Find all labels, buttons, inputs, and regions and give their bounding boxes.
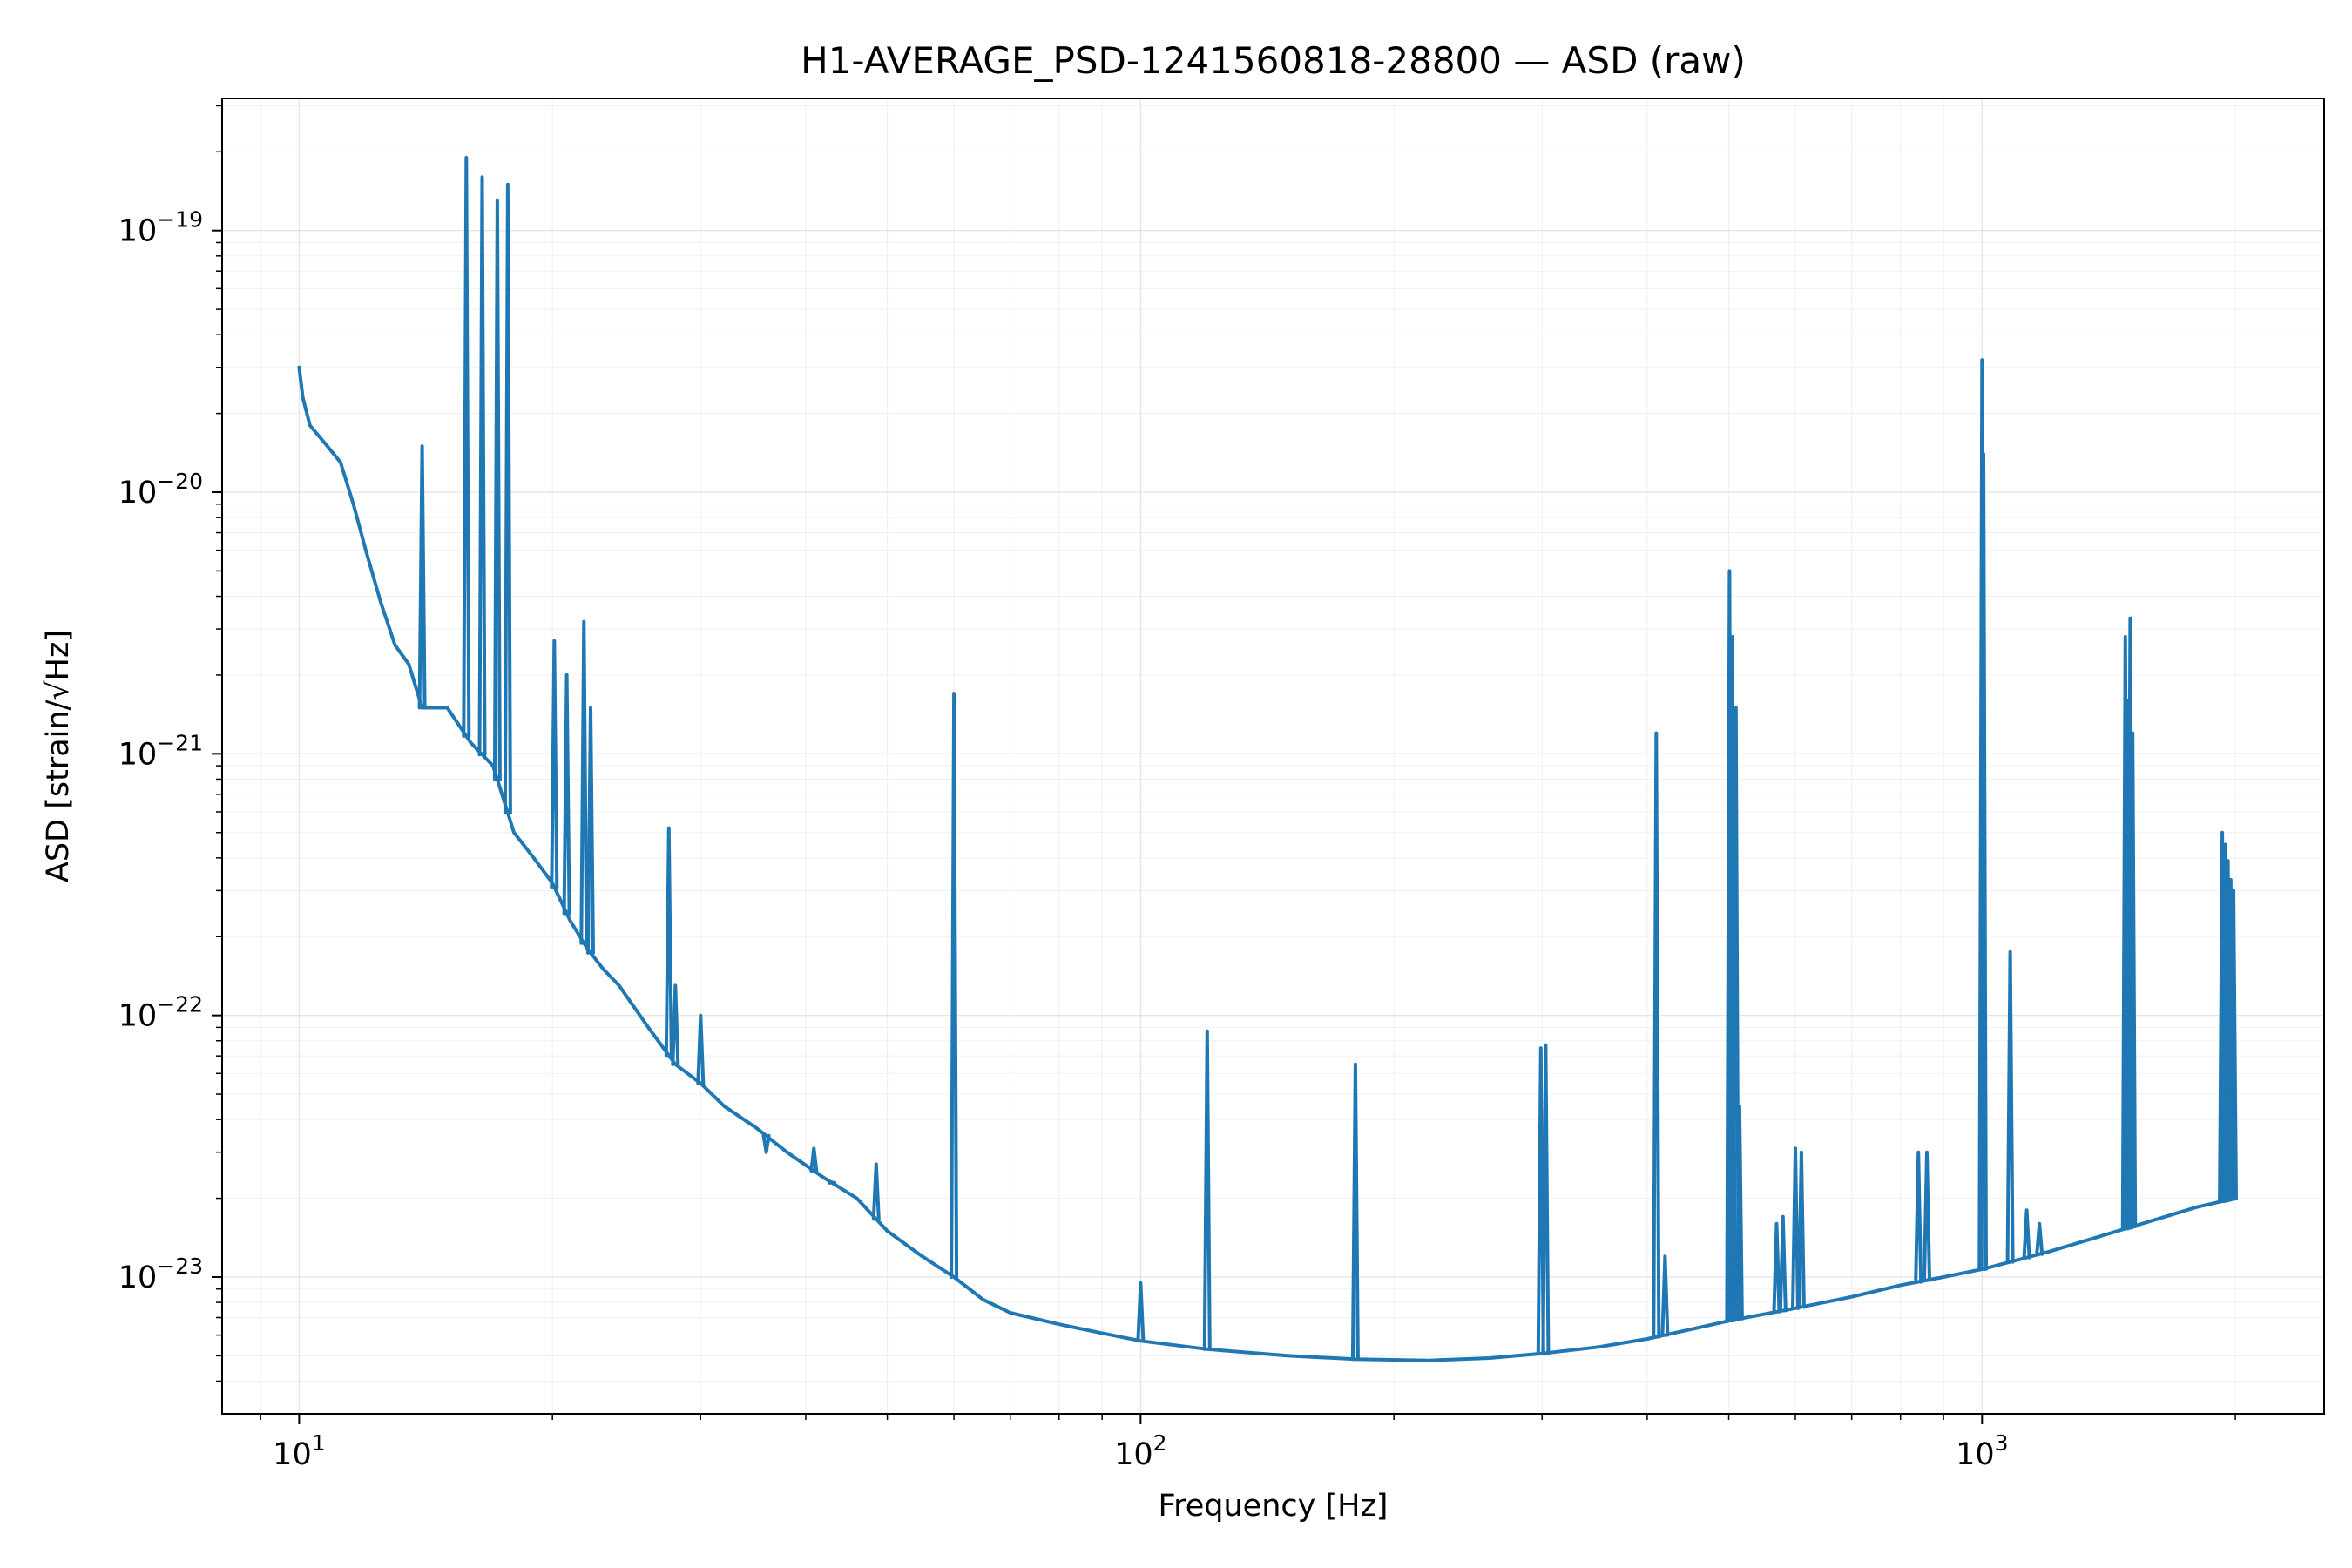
- asd-spectral-line: [828, 1180, 837, 1185]
- y-axis-label: ASD [strain/√Hz]: [41, 630, 76, 882]
- asd-spectral-line: [1202, 1029, 1212, 1351]
- asd-spectral-line: [1772, 1221, 1781, 1314]
- asd-spectral-line: [1136, 1281, 1146, 1343]
- y-tick-label: 10−20: [118, 469, 203, 510]
- asd-spectral-line: [503, 182, 512, 815]
- y-tick-label: 10−19: [118, 207, 203, 249]
- asd-spectral-line: [1652, 731, 1661, 1339]
- asd-spectral-line: [462, 156, 471, 738]
- asd-spectral-line: [1734, 1104, 1744, 1321]
- asd-spectral-line: [1541, 1043, 1551, 1355]
- asd-spectral-line: [1914, 1150, 1923, 1284]
- grid-lines: [222, 98, 2324, 1414]
- asd-spectral-line: [562, 672, 571, 916]
- asd-spectral-line: [1923, 1150, 1931, 1282]
- y-tick-label: 10−21: [118, 730, 203, 772]
- y-tick-label: 10−22: [118, 992, 203, 1034]
- asd-spectral-line: [696, 1013, 706, 1085]
- asd-spectral-line: [579, 619, 589, 945]
- x-tick-label: 103: [1956, 1430, 2008, 1472]
- asd-spectral-line: [586, 706, 595, 955]
- axis-ticks: 101 102 103 10−23 10−22 10−21 10−20 10−19: [118, 105, 2236, 1472]
- asd-spectral-line: [2022, 1208, 2031, 1260]
- asd-spectral-line: [550, 639, 559, 889]
- asd-spectral-line: [950, 692, 959, 1279]
- asd-spectral-line: [492, 199, 502, 781]
- asd-spectral-line: [1791, 1146, 1800, 1310]
- x-axis-label: Frequency [Hz]: [1159, 1489, 1389, 1524]
- y-tick-label: 10−23: [118, 1254, 203, 1295]
- asd-spectral-line: [477, 175, 487, 757]
- asd-spectral-line: [2128, 731, 2138, 1228]
- asd-spectral-line: [417, 444, 427, 710]
- x-tick-label: 102: [1114, 1430, 1166, 1472]
- asd-spectral-line: [1796, 1150, 1806, 1309]
- chart-title: H1-AVERAGE_PSD-1241560818-28800 — ASD (r…: [801, 39, 1746, 82]
- asd-spectral-line: [2229, 889, 2238, 1201]
- asd-spectral-line: [1979, 452, 1988, 1271]
- asd-spectral-line: [2005, 950, 2015, 1264]
- asd-spectral-line: [1660, 1254, 1670, 1337]
- asd-spectral-line: [2035, 1221, 2044, 1256]
- axes-frame: [221, 98, 2325, 1415]
- asd-spectral-line: [1350, 1062, 1360, 1362]
- asd-spectral-line: [664, 826, 673, 1058]
- asd-spectral-line: [1778, 1214, 1788, 1313]
- x-tick-label: 101: [273, 1430, 325, 1472]
- asd-spectral-line: [809, 1146, 819, 1173]
- asd-spectral-line: [761, 1133, 771, 1154]
- asd-spectral-line: [871, 1162, 881, 1221]
- plot-area: [297, 156, 2238, 1362]
- asd-spectral-line: [671, 983, 680, 1066]
